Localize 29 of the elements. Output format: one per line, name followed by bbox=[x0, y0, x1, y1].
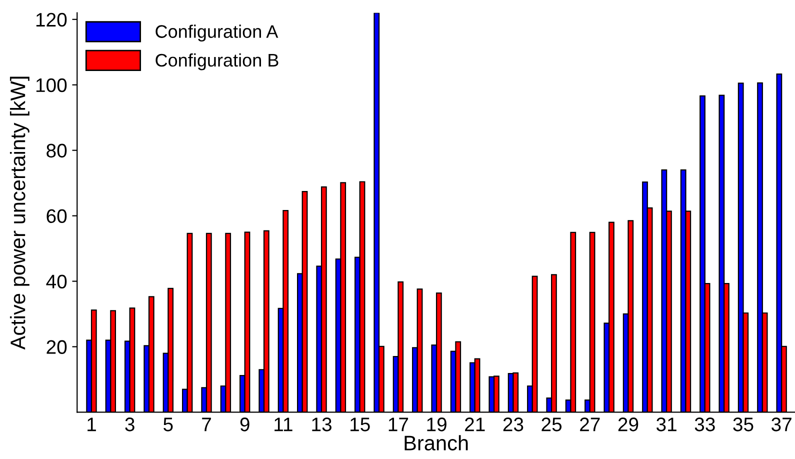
x-tick-label: 37 bbox=[772, 418, 792, 432]
x-tick-label: 25 bbox=[542, 418, 562, 432]
x-tick-label: 23 bbox=[503, 418, 524, 432]
y-tick-label: 20 bbox=[46, 340, 67, 354]
y-tick-label: 120 bbox=[36, 12, 67, 27]
x-tick-label: 29 bbox=[618, 418, 638, 432]
x-tick-label: 31 bbox=[656, 418, 676, 432]
y-tick-label: 80 bbox=[46, 144, 67, 158]
x-tick-label: 13 bbox=[312, 418, 332, 432]
x-tick-label: 15 bbox=[350, 418, 370, 432]
y-tick-label: 60 bbox=[46, 209, 67, 224]
legend-label: Configuration B bbox=[156, 53, 278, 70]
x-tick-label: 35 bbox=[733, 418, 754, 432]
x-tick-label: 5 bbox=[164, 418, 173, 432]
x-tick-label: 11 bbox=[274, 418, 292, 432]
x-tick-label: 27 bbox=[580, 418, 600, 432]
x-axis-title: Branch bbox=[404, 435, 468, 450]
x-tick-label: 9 bbox=[240, 418, 250, 432]
x-tick-label: 17 bbox=[388, 418, 408, 432]
y-tick-label: 40 bbox=[46, 274, 67, 288]
x-tick-label: 7 bbox=[202, 418, 211, 432]
x-tick-label: 33 bbox=[694, 418, 715, 432]
x-tick-label: 21 bbox=[465, 418, 485, 432]
legend-label: Configuration A bbox=[156, 24, 278, 42]
y-axis-title: Active power uncertainty [kW] bbox=[10, 76, 30, 350]
x-tick-label: 19 bbox=[427, 418, 446, 432]
y-tick-label: 100 bbox=[36, 78, 67, 92]
x-tick-label: 1 bbox=[88, 418, 96, 432]
x-tick-label: 3 bbox=[125, 418, 134, 432]
